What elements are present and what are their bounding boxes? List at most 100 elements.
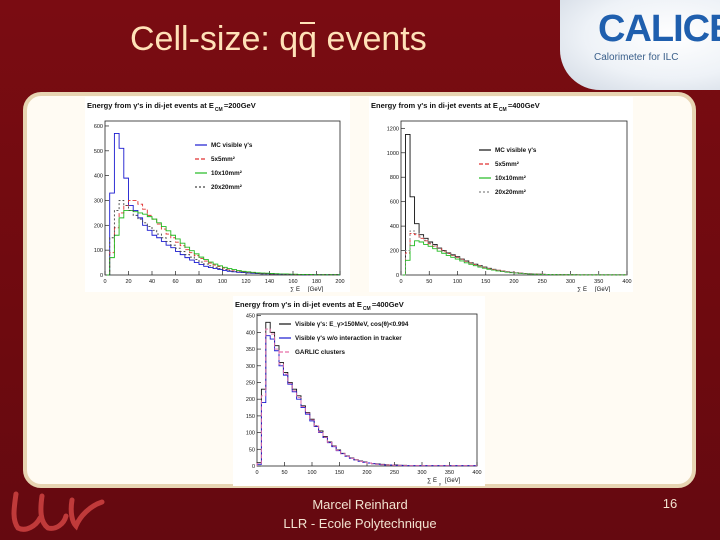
legend-entry: 20x20mm² xyxy=(211,184,242,191)
x-tick-label: 300 xyxy=(566,279,575,285)
legend-entry: 10x10mm² xyxy=(211,170,242,177)
footer: Marcel Reinhard LLR - Ecole Polytechniqu… xyxy=(250,495,470,533)
legend-entry: 5x5mm² xyxy=(211,156,235,163)
chart-400gev-cellsize: Energy from γ's in di-jet events at E CM =… xyxy=(371,101,632,295)
x-tick-label: 350 xyxy=(594,279,603,285)
calice-logo-text: CALICE xyxy=(598,8,720,50)
series-line-4 xyxy=(105,200,340,276)
x-tick-label: 200 xyxy=(509,279,518,285)
legend-entry: Visible γ's w/o interaction in tracker xyxy=(295,335,402,342)
plot-400gev-garlic: Energy from γ's in di-jet events at E CM =… xyxy=(233,296,485,486)
x-tick-label: 160 xyxy=(288,279,297,285)
series-line-2 xyxy=(401,232,627,276)
x-axis-label-sub: γ xyxy=(302,290,304,292)
chart-title-end: =400GeV xyxy=(372,300,404,309)
x-tick-label: 250 xyxy=(390,470,399,476)
legend-entry: MC visible γ's xyxy=(211,142,253,149)
x-tick-label: 0 xyxy=(399,279,402,285)
x-tick-label: 20 xyxy=(125,279,131,285)
y-tick-label: 500 xyxy=(94,149,103,155)
x-tick-label: 50 xyxy=(281,470,287,476)
chart-title-end: =200GeV xyxy=(224,101,256,110)
plots-panel: Energy from γ's in di-jet events at E CM =… xyxy=(23,92,696,488)
series-line-4 xyxy=(401,230,627,276)
legend-entry: 5x5mm² xyxy=(495,161,519,168)
y-tick-label: 50 xyxy=(249,447,255,453)
legend-entry: GARLIC clusters xyxy=(295,349,346,356)
x-axis-unit: [GeV] xyxy=(595,287,611,292)
y-tick-label: 100 xyxy=(246,431,255,437)
y-tick-label: 200 xyxy=(390,249,399,255)
y-tick-label: 0 xyxy=(396,273,399,279)
x-tick-label: 100 xyxy=(218,279,227,285)
x-axis-label: ∑ E xyxy=(427,478,437,484)
slide-title: Cell-size: qq events xyxy=(130,20,427,59)
legend-entry: Visible γ's: E_γ>150MeV, cos(θ)<0.994 xyxy=(295,321,409,328)
x-tick-label: 60 xyxy=(172,279,178,285)
y-tick-label: 400 xyxy=(94,174,103,180)
title-prefix: Cell-size: q xyxy=(130,20,299,58)
x-tick-label: 140 xyxy=(265,279,274,285)
y-tick-label: 0 xyxy=(252,464,255,470)
y-tick-label: 1000 xyxy=(387,151,399,157)
footer-author: Marcel Reinhard xyxy=(312,497,408,512)
x-axis-label: ∑ E xyxy=(577,287,587,292)
series-line-3 xyxy=(256,328,477,467)
series-line-3 xyxy=(401,240,627,276)
y-tick-label: 600 xyxy=(94,124,103,130)
calice-logo-subtitle: Calorimeter for ILC xyxy=(594,52,679,63)
series-line-1 xyxy=(105,132,340,276)
x-tick-label: 180 xyxy=(312,279,321,285)
y-tick-label: 400 xyxy=(390,224,399,230)
plot-400gev-cellsize: Energy from γ's in di-jet events at E CM =… xyxy=(369,97,633,295)
x-tick-label: 250 xyxy=(538,279,547,285)
x-tick-label: 150 xyxy=(481,279,490,285)
y-tick-label: 300 xyxy=(94,198,103,204)
x-tick-label: 200 xyxy=(335,279,344,285)
footer-affiliation: LLR - Ecole Polytechnique xyxy=(283,516,437,531)
y-tick-label: 250 xyxy=(246,380,255,386)
x-tick-label: 200 xyxy=(362,470,371,476)
llr-logo xyxy=(11,491,105,532)
series-line-3 xyxy=(105,209,340,276)
series-line-1 xyxy=(256,321,477,467)
chart-400gev-garlic: Energy from γ's in di-jet events at E CM =… xyxy=(235,300,482,486)
y-tick-label: 200 xyxy=(94,223,103,229)
y-tick-label: 150 xyxy=(246,414,255,420)
legend-entry: MC visible γ's xyxy=(495,147,537,154)
chart-title: Energy from γ's in di-jet events at E xyxy=(235,300,362,309)
x-tick-label: 400 xyxy=(622,279,631,285)
x-axis-unit: [GeV] xyxy=(445,478,461,484)
x-tick-label: 40 xyxy=(149,279,155,285)
x-tick-label: 0 xyxy=(255,470,258,476)
chart-200gev: Energy from γ's in di-jet events at E CM =… xyxy=(87,101,345,295)
y-tick-label: 350 xyxy=(246,347,255,353)
x-tick-label: 100 xyxy=(307,470,316,476)
x-axis-label-sub: γ xyxy=(439,481,441,486)
chart-title: Energy from γ's in di-jet events at E xyxy=(371,101,498,110)
y-tick-label: 0 xyxy=(100,273,103,279)
y-tick-label: 200 xyxy=(246,397,255,403)
x-tick-label: 350 xyxy=(445,470,454,476)
series-line-1 xyxy=(401,133,627,276)
y-tick-label: 300 xyxy=(246,364,255,370)
x-axis-unit: [GeV] xyxy=(308,287,324,292)
chart-title-sub: CM xyxy=(215,107,223,113)
series-line-2 xyxy=(105,200,340,276)
series-line-2 xyxy=(256,335,477,467)
plot-frame xyxy=(400,120,628,276)
y-tick-label: 450 xyxy=(246,314,255,320)
x-tick-label: 100 xyxy=(453,279,462,285)
chart-title-end: =400GeV xyxy=(508,101,540,110)
chart-title-sub: CM xyxy=(363,306,371,312)
x-tick-label: 400 xyxy=(472,470,481,476)
y-tick-label: 400 xyxy=(246,330,255,336)
x-tick-label: 150 xyxy=(335,470,344,476)
x-tick-label: 120 xyxy=(241,279,250,285)
x-tick-label: 300 xyxy=(417,470,426,476)
legend-entry: 20x20mm² xyxy=(495,189,526,196)
y-tick-label: 1200 xyxy=(387,126,399,132)
title-suffix: events xyxy=(317,20,427,58)
x-axis-label-sub: γ xyxy=(589,290,591,292)
page-number: 16 xyxy=(662,496,678,511)
